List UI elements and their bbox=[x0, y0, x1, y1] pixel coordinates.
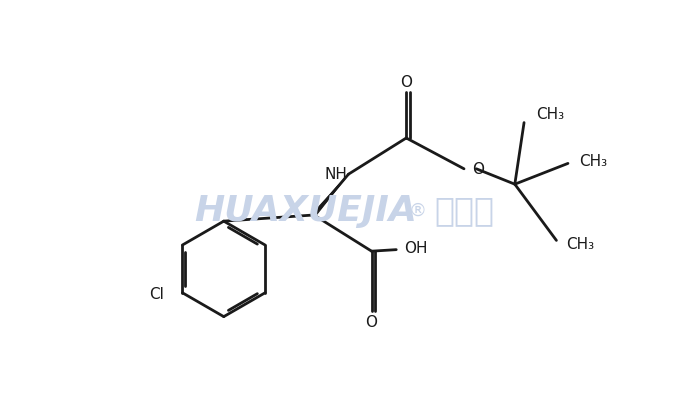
Text: ®: ® bbox=[409, 202, 427, 220]
Text: CH₃: CH₃ bbox=[566, 237, 594, 252]
Text: CH₃: CH₃ bbox=[537, 108, 564, 122]
Text: O: O bbox=[366, 314, 377, 330]
Text: Cl: Cl bbox=[149, 287, 164, 302]
Text: NH: NH bbox=[324, 167, 347, 183]
Text: O: O bbox=[472, 162, 483, 177]
Text: OH: OH bbox=[404, 241, 428, 255]
Text: 化学加: 化学加 bbox=[434, 194, 494, 228]
Text: HUAXUEJIA: HUAXUEJIA bbox=[194, 194, 418, 228]
Text: O: O bbox=[401, 75, 412, 90]
Text: CH₃: CH₃ bbox=[579, 154, 608, 169]
